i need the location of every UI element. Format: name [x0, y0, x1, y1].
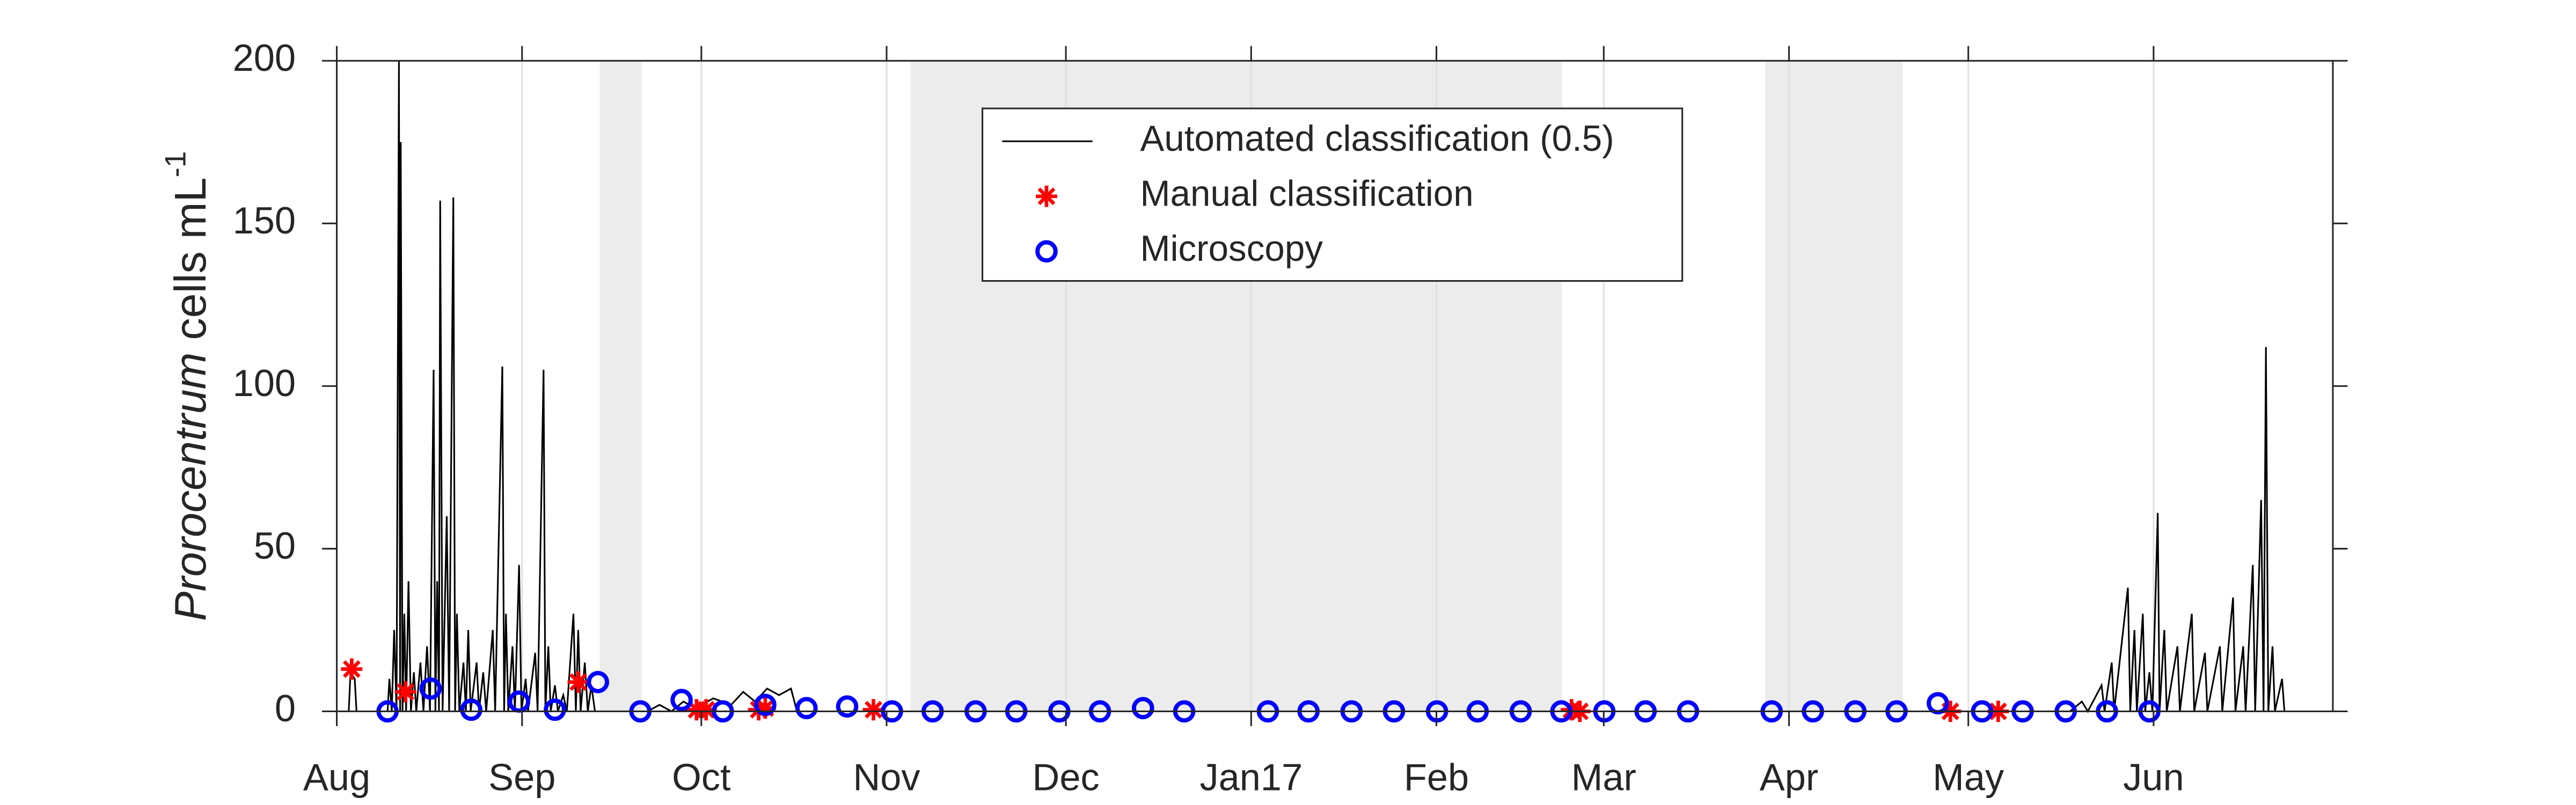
asterisk-stroke [342, 660, 361, 678]
point [460, 698, 482, 721]
x-tick-label: Jan17 [1199, 756, 1302, 799]
legend-swatch [1036, 185, 1057, 207]
point [670, 689, 693, 712]
point [341, 658, 363, 680]
legend-label: Automated classification (0.5) [1140, 119, 1614, 159]
point [544, 698, 566, 721]
legend-label: Microscopy [1140, 229, 1323, 269]
y-tick-label: 200 [233, 36, 296, 79]
y-label-text: cells mL [165, 178, 215, 353]
asterisk-stroke [1037, 187, 1056, 206]
legend-label: Manual classification [1140, 174, 1473, 214]
asterisk-stroke [865, 701, 883, 719]
point [1927, 692, 1949, 715]
shaded-region [1765, 61, 1903, 712]
point [394, 681, 416, 703]
y-tick-label: 0 [275, 687, 296, 729]
asterisk-stroke [569, 673, 587, 691]
x-tick-label: Jun [2123, 756, 2184, 799]
x-tick-label: Feb [1404, 756, 1469, 799]
x-tick-label: May [1933, 756, 2004, 799]
point [508, 690, 531, 713]
point [587, 671, 610, 693]
x-tick-label: Sep [488, 756, 555, 799]
series-line [336, 61, 2288, 713]
point [862, 699, 884, 721]
y-tick-label: 50 [254, 524, 296, 567]
legend-swatch [1035, 240, 1058, 263]
y-tick-label: 150 [233, 199, 296, 241]
asterisk-stroke [397, 683, 415, 701]
y-label-italic: Prorocentrum [165, 353, 215, 621]
legend-box [982, 107, 1684, 282]
x-tick-label: Mar [1571, 756, 1636, 799]
x-tick-label: Aug [303, 756, 370, 799]
x-tick-label: Nov [853, 756, 920, 799]
x-tick-label: Dec [1033, 756, 1100, 799]
y-label-superscript: -1 [158, 151, 192, 178]
axes: Aug Sep Oct Nov Dec Jan17 Feb Mar Apr May Jun 0 50 10… [233, 36, 2348, 799]
point [1131, 697, 1154, 720]
x-tick-label: Oct [672, 756, 731, 799]
point [567, 671, 589, 693]
y-axis-label: Prorocentrum cells mL-1 [158, 151, 215, 621]
grid [336, 61, 2155, 712]
shaded-region [599, 61, 642, 712]
y-tick-label: 100 [233, 362, 296, 404]
point [795, 697, 818, 720]
point [419, 677, 442, 700]
point [754, 693, 777, 716]
x-tick-label: Apr [1760, 756, 1819, 799]
point [836, 695, 859, 718]
legend: Automated classification (0.5) Manual cla… [982, 107, 1684, 282]
